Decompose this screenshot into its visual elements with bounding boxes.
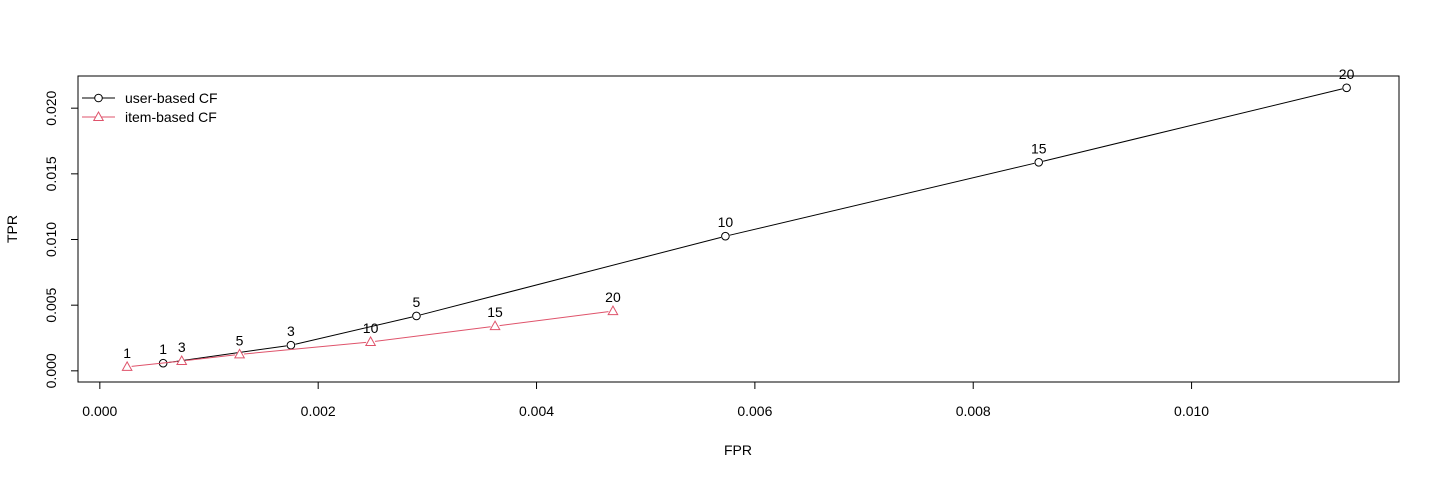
series-1-point — [121, 360, 133, 371]
plot-frame — [77, 75, 1400, 383]
series-1-point — [364, 335, 377, 346]
series-1-point — [489, 320, 501, 331]
y-tick-label: 0.015 — [43, 156, 59, 191]
series-1-segment — [499, 311, 609, 327]
x-tick-label: 0.010 — [1174, 403, 1209, 419]
series-1-point-label: 10 — [363, 320, 379, 336]
series-0-segment — [1042, 88, 1343, 162]
series-0-point — [721, 231, 730, 241]
x-tick-label: 0.008 — [956, 403, 991, 419]
series-0-point-label: 15 — [1031, 140, 1047, 156]
series-1-segment — [186, 354, 236, 361]
series-1-point — [233, 348, 246, 359]
series-0-point-label: 3 — [287, 323, 295, 339]
x-axis: 0.000 0.002 0.004 0.006 0.008 0.010 — [82, 381, 1209, 419]
legend-label: item-based CF — [125, 109, 217, 125]
x-tick-label: 0.002 — [301, 403, 336, 419]
series-1-segment — [244, 341, 367, 355]
series-0-point — [286, 340, 296, 350]
series-0-point-label: 20 — [1339, 66, 1355, 82]
series-1-point-label: 3 — [178, 339, 186, 355]
y-tick-label: 0.010 — [43, 222, 59, 257]
y-tick-label: 0.005 — [43, 287, 59, 322]
x-tick-label: 0.004 — [519, 403, 554, 419]
series-0-point-label: 5 — [413, 294, 421, 310]
series-0-segment — [295, 316, 413, 345]
x-tick-label: 0.006 — [737, 403, 772, 419]
series-1-point-label: 20 — [605, 289, 621, 305]
x-axis-title: FPR — [724, 442, 752, 458]
series-1-point-label: 15 — [487, 304, 503, 320]
series-0-point-label: 10 — [718, 214, 734, 230]
series-1-segment — [131, 360, 178, 367]
y-tick-label: 0.020 — [43, 90, 59, 125]
legend: user-based CF item-based CF — [82, 90, 218, 125]
series-0-segment — [167, 345, 287, 364]
series-1-segment — [374, 326, 491, 342]
x-tick-label: 0.000 — [82, 403, 117, 419]
legend-label: user-based CF — [125, 90, 218, 106]
y-axis-title: TPR — [4, 215, 20, 243]
series-0-point-label: 1 — [159, 341, 167, 357]
series-1-point — [607, 305, 619, 316]
legend-marker — [92, 110, 105, 121]
series-1-point-label: 5 — [236, 332, 244, 348]
y-axis: 0.000 0.005 0.010 0.015 0.020 — [43, 90, 79, 388]
legend-marker — [94, 93, 103, 103]
series-0-segment — [729, 162, 1035, 236]
series-0-point — [412, 311, 421, 321]
y-tick-label: 0.000 — [43, 353, 59, 388]
series-1-point — [176, 354, 188, 365]
series-0-segment — [420, 236, 722, 316]
series-1-point-label: 1 — [123, 345, 131, 361]
series-0-point — [1034, 157, 1044, 167]
series-0-point — [1342, 83, 1351, 93]
